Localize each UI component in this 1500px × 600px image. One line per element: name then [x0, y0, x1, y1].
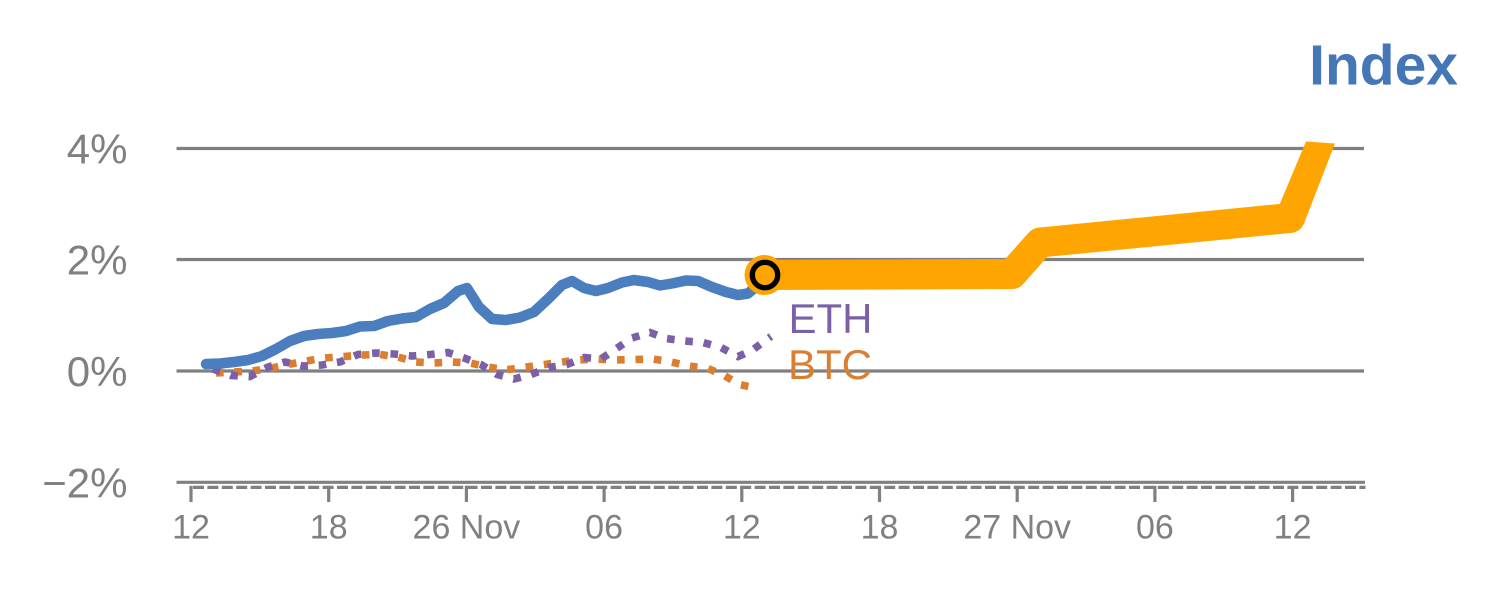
svg-text:06: 06 [585, 509, 623, 547]
svg-text:12: 12 [172, 509, 210, 547]
svg-text:12: 12 [723, 509, 761, 547]
svg-text:−2%: −2% [42, 459, 127, 506]
svg-text:12: 12 [1274, 509, 1312, 547]
svg-text:4%: 4% [67, 126, 128, 173]
svg-text:BTC: BTC [788, 341, 872, 388]
svg-text:ETH: ETH [789, 295, 873, 342]
svg-text:26 Nov: 26 Nov [413, 509, 521, 547]
svg-text:0%: 0% [67, 348, 128, 395]
svg-text:06: 06 [1136, 509, 1174, 547]
svg-text:Index: Index [1309, 34, 1458, 98]
svg-text:18: 18 [861, 509, 899, 547]
svg-text:18: 18 [310, 509, 348, 547]
svg-text:2%: 2% [67, 237, 128, 284]
svg-text:27 Nov: 27 Nov [963, 509, 1071, 547]
